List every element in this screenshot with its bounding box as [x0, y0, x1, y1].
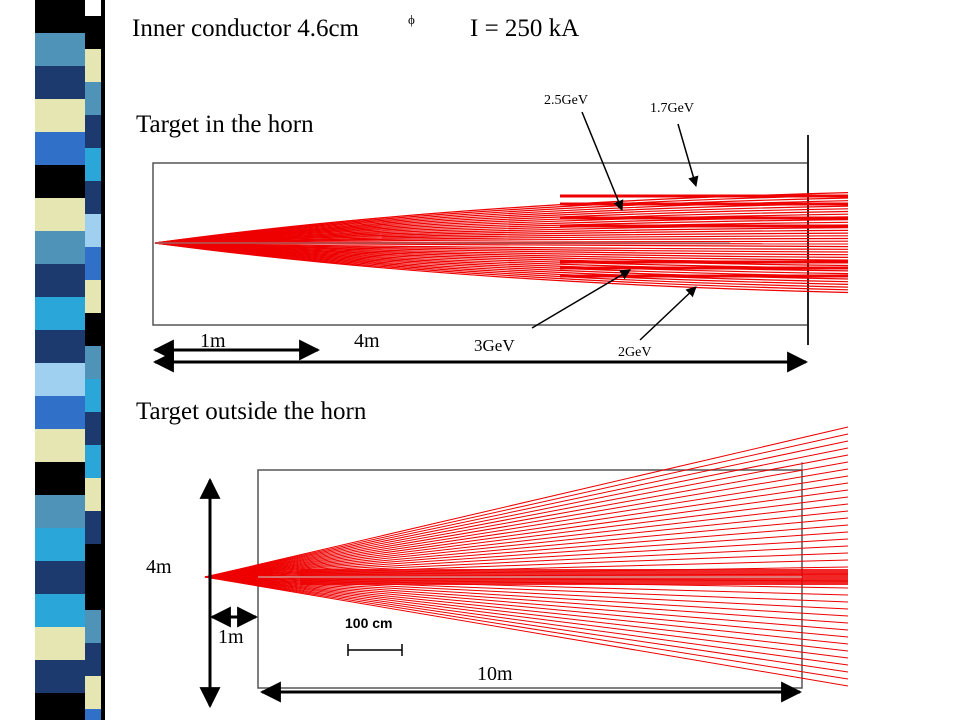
- stripe-block: [85, 115, 101, 148]
- ray: [204, 503, 849, 578]
- ray: [204, 510, 849, 578]
- stripe-block: [35, 297, 85, 330]
- dimension-arrows: [152, 339, 809, 709]
- stripe-block: [85, 148, 101, 181]
- stripe-block: [85, 676, 101, 709]
- stripe-block: [35, 693, 85, 720]
- energy-label: 3GeV: [474, 336, 515, 355]
- dimension-label: 4m: [354, 330, 380, 352]
- ray: [204, 440, 849, 578]
- stripe-block: [35, 66, 85, 99]
- current: I = 250 kA: [470, 15, 579, 42]
- ray: [204, 576, 849, 631]
- stripe-block: [85, 247, 101, 280]
- stripe-block: [85, 610, 101, 643]
- stripe-block: [35, 264, 85, 297]
- dimension-label: 1m: [218, 626, 244, 648]
- ray: [154, 237, 849, 244]
- stripe-block: [85, 445, 101, 478]
- ray: [204, 482, 849, 578]
- ray: [204, 524, 849, 578]
- stripe-line: [101, 0, 105, 720]
- ray: [204, 576, 849, 638]
- stripe-block: [35, 528, 85, 561]
- ray: [204, 576, 849, 652]
- title-symbol: ϕ: [408, 12, 415, 27]
- stripe-block: [35, 429, 85, 462]
- stripe-block: [35, 132, 85, 165]
- stripe-block: [85, 181, 101, 214]
- title: Inner conductor 4.6cm: [132, 15, 360, 42]
- stripe-block: [35, 165, 85, 198]
- stripe-block: [35, 0, 85, 33]
- decorative-stripe: [35, 0, 105, 720]
- ray: [204, 517, 849, 578]
- ray: [204, 461, 849, 578]
- energy-label: 2.5GeV: [544, 93, 588, 108]
- stripe-block: [35, 99, 85, 132]
- ray: [204, 576, 849, 659]
- dimension-label: 4m: [146, 556, 172, 578]
- stripe-block: [85, 544, 101, 577]
- ray: [204, 576, 849, 666]
- stripe-block: [85, 346, 101, 379]
- ray: [204, 468, 849, 578]
- ray: [204, 447, 849, 578]
- stripe-block: [35, 594, 85, 627]
- stripe-block: [85, 379, 101, 412]
- ray: [204, 576, 849, 645]
- stripe-block: [85, 412, 101, 445]
- ray: [154, 242, 849, 294]
- stripe-block: [85, 478, 101, 511]
- stripe-block: [35, 495, 85, 528]
- ray: [204, 489, 849, 578]
- stripe-block: [35, 396, 85, 429]
- scale-bar: [347, 644, 403, 656]
- ray: [204, 496, 849, 578]
- stripe-block: [85, 82, 101, 115]
- dimension-label: 10m: [477, 663, 513, 685]
- ray: [204, 475, 849, 578]
- ray: [204, 426, 849, 578]
- stripe-block: [85, 16, 101, 49]
- horn-diagram: [152, 135, 849, 345]
- stripe-block: [85, 643, 101, 676]
- stripe-block: [35, 462, 85, 495]
- heading: Target in the horn: [136, 111, 314, 138]
- label-arrows: [531, 111, 699, 341]
- stripe-block: [85, 49, 101, 82]
- ray: [204, 576, 849, 680]
- stripe-block: [35, 627, 85, 660]
- stripe-block: [85, 709, 101, 720]
- heading: Target outside the horn: [136, 398, 367, 425]
- stripe-block: [85, 313, 101, 346]
- energy-label: 2GeV: [618, 345, 651, 360]
- dimension-label: 1m: [200, 330, 226, 352]
- stripe-block: [35, 363, 85, 396]
- stripe-block: [35, 330, 85, 363]
- ray: [204, 433, 849, 578]
- stripe-block: [35, 231, 85, 264]
- ray: [204, 576, 849, 687]
- stripe-block: [35, 198, 85, 231]
- ray: [204, 576, 849, 673]
- stripe-block: [85, 511, 101, 544]
- stripe-block: [35, 660, 85, 693]
- stripe-block: [85, 280, 101, 313]
- outside-diagram: [204, 426, 849, 689]
- scale-label: 100 cm: [345, 615, 392, 631]
- stripe-block: [35, 561, 85, 594]
- stripe-block: [85, 577, 101, 610]
- stripe-block: [35, 33, 85, 66]
- energy-label: 1.7GeV: [650, 101, 694, 116]
- stripe-block: [85, 214, 101, 247]
- ray: [204, 454, 849, 578]
